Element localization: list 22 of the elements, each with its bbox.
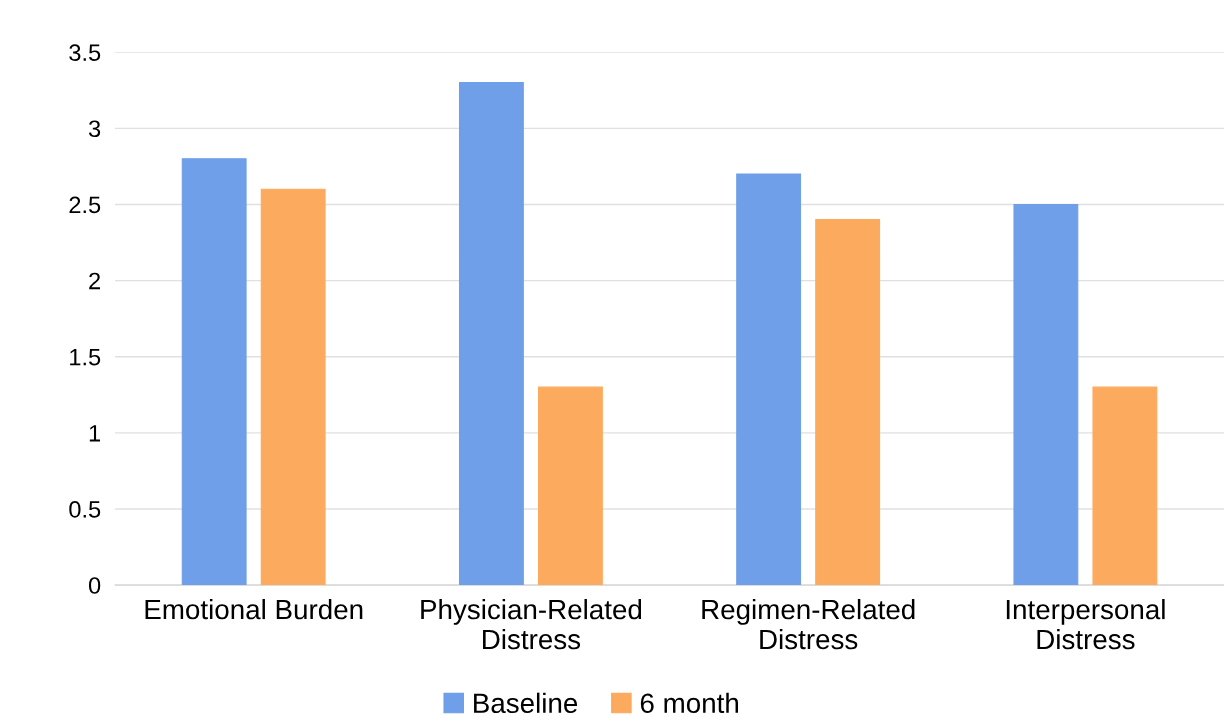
bar (458, 82, 524, 586)
y-tick-label: 1.5 (70, 349, 101, 366)
y-tick-label: 1 (89, 425, 101, 442)
legend-label: Baseline (474, 692, 578, 714)
y-tick-label: 0.5 (69, 501, 101, 518)
x-tick-label: Regimen-Related Distress (702, 598, 915, 650)
x-tick-label: Interpersonal Distress (1006, 598, 1165, 650)
y-tick-label: 0 (88, 577, 101, 594)
x-tick-label: Physician-Related Distress (421, 598, 642, 650)
bar (815, 219, 881, 586)
bar (736, 173, 802, 586)
y-tick-label: 3 (88, 120, 101, 138)
bar (260, 188, 326, 586)
bar (1013, 203, 1079, 586)
bar (181, 158, 247, 586)
bar (537, 386, 603, 586)
y-tick-label: 3.5 (69, 44, 101, 61)
bar (1092, 386, 1158, 586)
y-tick-label: 2 (89, 272, 100, 290)
y-tick-label: 2.5 (69, 196, 101, 214)
legend-label: 6 month (640, 692, 739, 714)
x-tick-label: Emotional Burden (145, 598, 363, 620)
